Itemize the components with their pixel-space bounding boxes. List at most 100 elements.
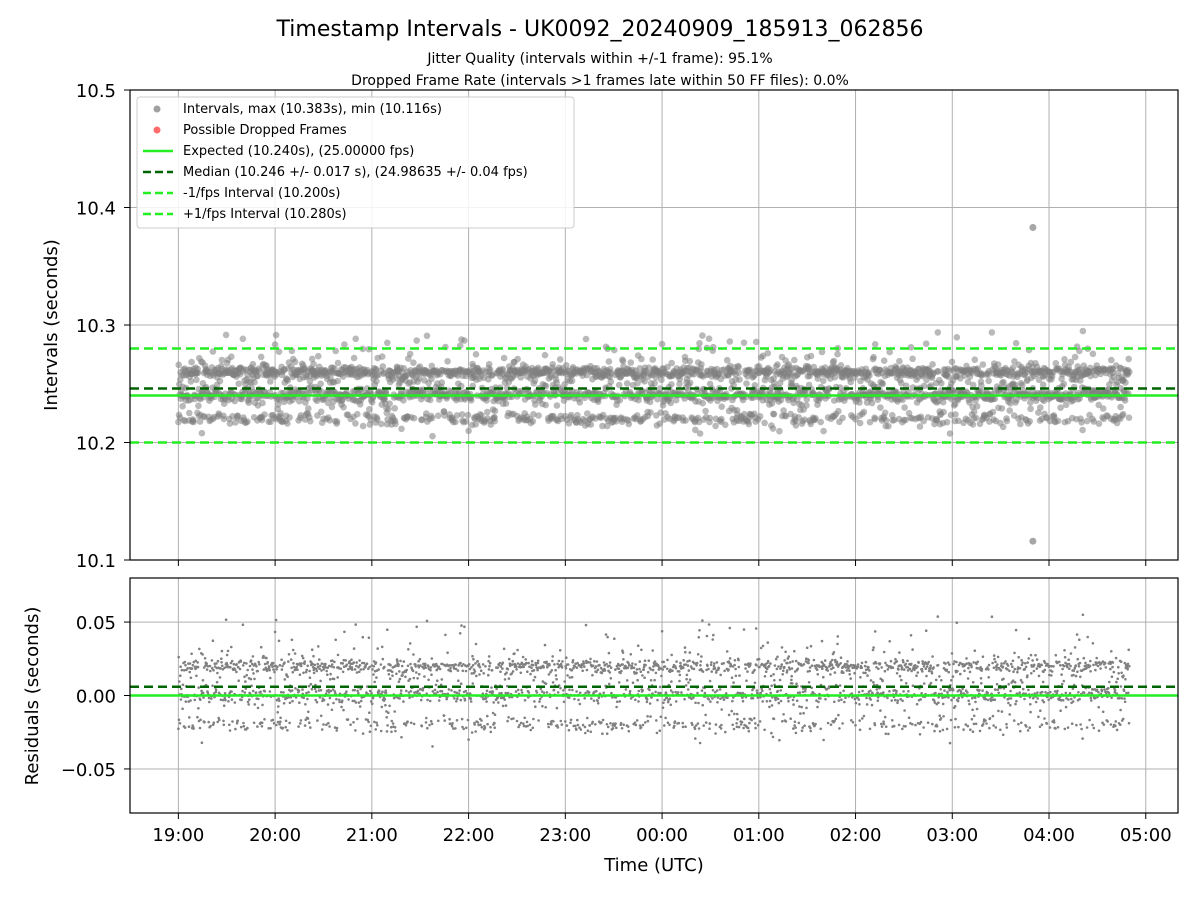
interval-point	[1119, 410, 1127, 418]
interval-point	[803, 396, 811, 403]
residual-point	[475, 674, 478, 678]
residual-point	[398, 677, 402, 681]
residual-point	[581, 669, 584, 673]
residual-point	[700, 655, 703, 658]
residual-point	[375, 721, 379, 725]
residual-point	[210, 659, 214, 662]
residual-point	[273, 630, 277, 634]
residual-point	[682, 666, 685, 670]
residual-point	[794, 726, 797, 729]
interval-point	[696, 430, 704, 437]
interval-point	[398, 425, 405, 433]
residual-point	[768, 705, 771, 709]
residual-point	[398, 670, 401, 673]
residual-point	[507, 677, 511, 680]
residual-point	[358, 659, 361, 662]
residual-point	[426, 698, 429, 702]
residual-point	[298, 673, 302, 676]
residual-point	[177, 655, 180, 659]
residual-point	[177, 727, 180, 730]
residual-point	[262, 668, 266, 671]
interval-point	[920, 417, 927, 425]
residual-point	[253, 703, 257, 706]
residual-point	[687, 669, 691, 672]
interval-point	[705, 335, 713, 343]
residual-point	[415, 671, 418, 674]
residual-point	[242, 661, 246, 665]
residual-point	[416, 677, 419, 680]
residual-point	[532, 669, 536, 672]
residual-point	[615, 726, 618, 730]
residual-point	[646, 670, 650, 674]
interval-point	[271, 341, 279, 348]
residual-point	[519, 721, 523, 725]
residual-point	[661, 706, 665, 709]
residual-point	[695, 664, 698, 667]
residual-point	[412, 653, 415, 656]
residual-point	[367, 636, 371, 639]
residual-point	[226, 649, 230, 653]
residual-point	[353, 688, 357, 692]
residual-point	[621, 651, 625, 654]
residual-point	[532, 679, 535, 682]
residual-point	[458, 689, 461, 692]
residual-point	[677, 670, 681, 673]
interval-point	[317, 408, 325, 416]
interval-point	[837, 362, 845, 369]
legend-label-intervals: Intervals, max (10.383s), min (10.116s)	[183, 102, 442, 117]
residual-point	[736, 717, 739, 721]
residual-point	[542, 691, 546, 695]
residual-point	[789, 717, 792, 720]
residual-point	[488, 661, 492, 665]
residual-point	[374, 728, 378, 731]
residual-point	[400, 735, 403, 739]
residual-point	[529, 728, 533, 732]
residual-point	[284, 719, 288, 723]
residual-point	[390, 719, 394, 723]
residual-point	[552, 688, 556, 692]
residual-point	[338, 700, 341, 704]
residual-point	[215, 680, 219, 684]
interval-point	[901, 404, 908, 411]
residual-point	[464, 669, 468, 673]
residual-point	[538, 697, 542, 701]
residual-point	[715, 661, 719, 664]
residual-point	[711, 638, 714, 641]
residual-point	[219, 698, 223, 702]
residual-point	[734, 674, 738, 678]
residual-point	[766, 659, 770, 663]
residual-point	[437, 719, 440, 723]
residual-point	[299, 719, 303, 722]
residual-point	[290, 666, 293, 670]
residual-point	[395, 672, 398, 676]
interval-point	[306, 378, 314, 385]
interval-point	[741, 410, 748, 418]
interval-point	[769, 425, 777, 432]
residual-point	[580, 665, 583, 669]
interval-point	[718, 415, 725, 423]
residual-point	[365, 662, 369, 665]
residual-point	[230, 659, 234, 663]
interval-point	[1122, 379, 1129, 386]
residual-point	[536, 661, 540, 665]
residual-point	[300, 662, 303, 665]
residual-point	[624, 688, 628, 691]
interval-point	[576, 399, 584, 406]
residual-point	[636, 678, 639, 682]
residual-point	[376, 724, 379, 727]
residual-point	[674, 700, 678, 703]
interval-point	[529, 418, 537, 425]
residual-point	[246, 700, 250, 704]
residual-point	[507, 657, 511, 661]
residual-point	[563, 680, 566, 683]
interval-point	[1099, 405, 1107, 412]
residual-point	[724, 730, 727, 734]
residual-point	[313, 663, 317, 667]
residual-point	[436, 690, 439, 694]
interval-point	[235, 380, 242, 388]
residual-point	[678, 673, 682, 677]
residual-point	[734, 667, 737, 671]
interval-point	[866, 418, 874, 426]
residual-point	[180, 668, 184, 672]
residual-point	[805, 699, 809, 702]
